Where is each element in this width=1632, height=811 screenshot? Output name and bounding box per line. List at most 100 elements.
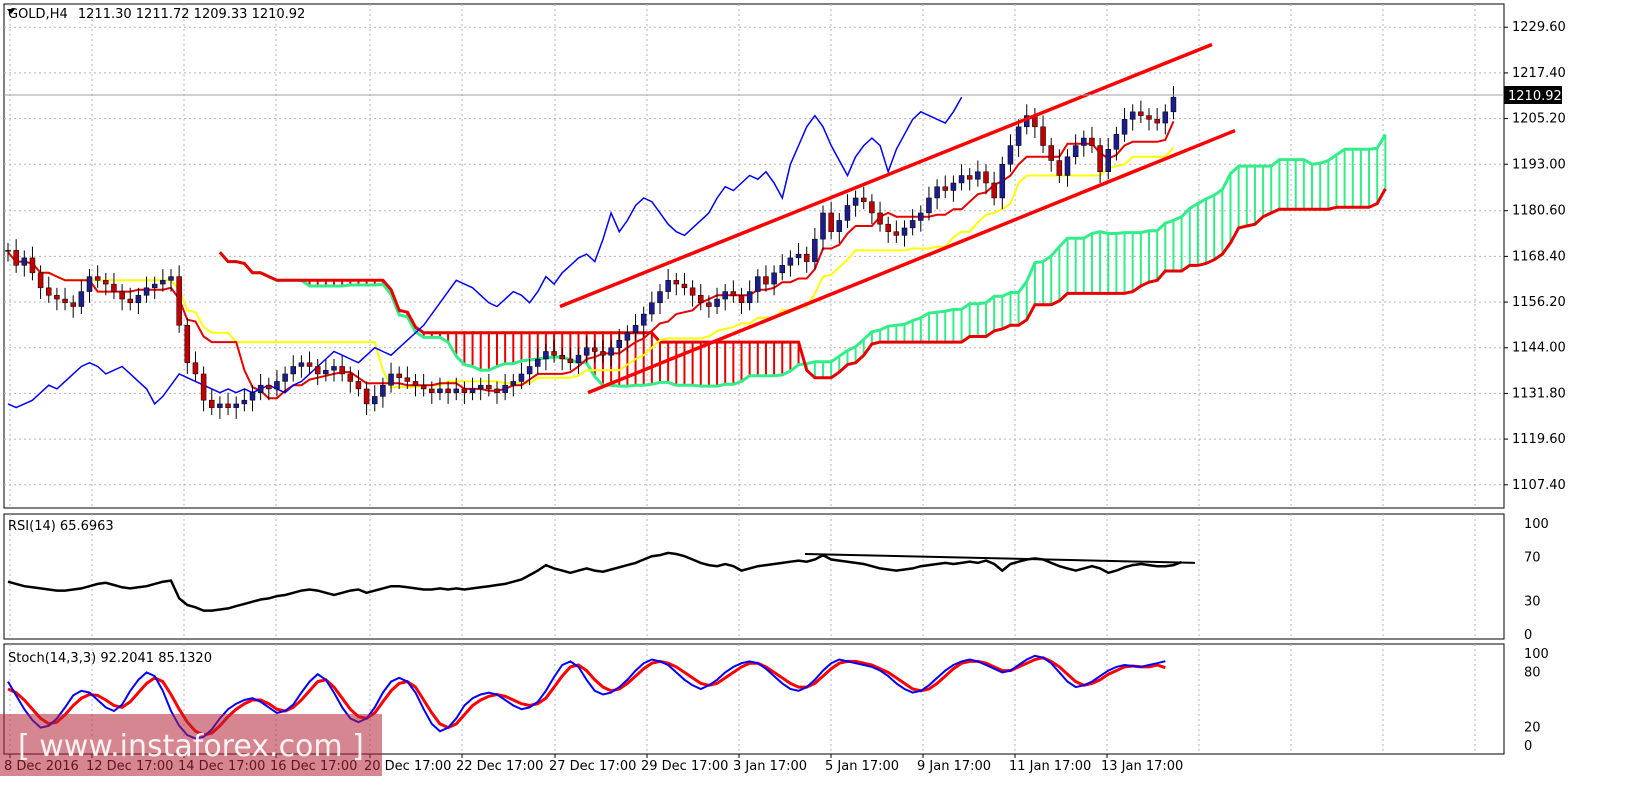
candle-body xyxy=(1162,111,1169,124)
y-tick-label: 1156.20 xyxy=(1512,295,1566,310)
candle-body xyxy=(266,384,272,390)
candle-body xyxy=(143,287,150,296)
rsi-tick-label: 30 xyxy=(1524,595,1541,610)
x-tick-label: 20 Dec 17:00 xyxy=(364,759,451,774)
candle-body xyxy=(486,384,492,390)
candle-body xyxy=(477,384,484,390)
candle-body xyxy=(217,403,223,408)
candle-body xyxy=(681,283,688,289)
candle-body xyxy=(535,358,541,367)
x-tick-label: 13 Jan 17:00 xyxy=(1101,759,1183,774)
channel-upper-line xyxy=(559,42,1213,309)
candle-body xyxy=(78,291,85,307)
candle-body xyxy=(1089,137,1095,146)
candle-body xyxy=(200,373,207,401)
y-axis-labels: 1229.60 1217.40 1205.20 1193.00 1180.60 1168.… xyxy=(1504,20,1566,754)
stoch-tick-label: 0 xyxy=(1524,739,1532,754)
candle-body xyxy=(111,283,117,292)
candle-body xyxy=(812,238,818,262)
candle-body xyxy=(461,388,468,393)
candle-body xyxy=(559,354,565,360)
channel-lines xyxy=(559,42,1236,395)
rsi-panel xyxy=(3,513,1505,640)
y-tick-label: 1107.40 xyxy=(1512,478,1566,493)
y-tick-label: 1144.00 xyxy=(1512,341,1566,356)
candle-body xyxy=(950,182,957,191)
candle-body xyxy=(1146,115,1152,120)
candle-body xyxy=(29,257,36,274)
candle-body xyxy=(331,366,337,371)
candle-body xyxy=(795,253,802,259)
candle-body xyxy=(103,280,109,285)
candle-body xyxy=(706,302,712,307)
chikou-span xyxy=(7,96,963,409)
candle-body xyxy=(1081,137,1087,146)
y-tick-label: 1229.60 xyxy=(1512,20,1566,35)
candle-body xyxy=(722,291,728,300)
candle-body xyxy=(991,182,997,199)
candle-body xyxy=(771,272,777,285)
x-tick-label: 11 Jan 17:00 xyxy=(1009,759,1091,774)
candle-body xyxy=(453,388,459,393)
stoch-title: Stoch(14,3,3) 92.2041 85.1320 xyxy=(8,651,212,666)
candle-body xyxy=(893,231,900,236)
candle-body xyxy=(934,186,940,199)
current-price-tag xyxy=(1504,86,1562,104)
candle-body xyxy=(649,302,655,315)
y-tick-label: 1205.20 xyxy=(1512,112,1566,127)
candle-body xyxy=(526,366,533,375)
candle-body xyxy=(1040,126,1046,146)
candle-body xyxy=(746,291,753,304)
candle-body xyxy=(877,212,883,225)
candle-body xyxy=(958,175,965,184)
candle-body xyxy=(600,351,606,356)
candle-body xyxy=(909,220,916,229)
x-tick-label: 22 Dec 17:00 xyxy=(456,759,543,774)
candle-body xyxy=(852,197,859,206)
rsi-tick-label: 100 xyxy=(1524,517,1549,532)
rsi-trendline xyxy=(804,552,1196,564)
y-tick-label: 1180.60 xyxy=(1512,204,1566,219)
x-tick-label: 27 Dec 17:00 xyxy=(549,759,636,774)
candle-body xyxy=(363,388,370,405)
candle-body xyxy=(233,403,239,408)
stoch-tick-label: 100 xyxy=(1524,647,1549,662)
candle-body xyxy=(787,257,794,266)
candle-body xyxy=(1138,111,1144,116)
candle-body xyxy=(380,384,386,397)
candle-body xyxy=(1105,149,1111,173)
candle-body xyxy=(1072,145,1079,158)
candle-body xyxy=(323,369,329,375)
candle-body xyxy=(176,276,182,326)
candle-body xyxy=(1056,160,1063,176)
watermark-text: [ www.instaforex.com ] xyxy=(18,729,364,764)
rsi-line xyxy=(7,551,1183,612)
candle-body xyxy=(396,373,402,378)
stoch-tick-label: 80 xyxy=(1524,665,1541,680)
collapse-triangle-icon[interactable] xyxy=(7,9,15,14)
y-tick-label: 1193.00 xyxy=(1512,157,1566,172)
candle-body xyxy=(70,302,76,307)
tenkan-sen xyxy=(7,120,1175,400)
candle-body xyxy=(21,257,28,266)
candle-body xyxy=(698,295,704,304)
candle-body xyxy=(779,265,785,274)
candle-body xyxy=(730,291,737,296)
candle-body xyxy=(763,276,769,285)
candle-body xyxy=(119,291,125,300)
candle-body xyxy=(168,276,174,281)
candle-body xyxy=(160,280,166,285)
candle-body xyxy=(54,295,60,300)
candle-body xyxy=(412,381,419,386)
candle-body xyxy=(306,362,313,367)
candle-body xyxy=(420,384,427,390)
candle-body xyxy=(885,223,891,232)
candle-body xyxy=(347,373,354,382)
candle-body xyxy=(13,250,19,266)
candle-body xyxy=(665,280,671,292)
rsi-title: RSI(14) 65.6963 xyxy=(8,519,114,534)
x-tick-label: 29 Dec 17:00 xyxy=(641,759,728,774)
candle-body xyxy=(575,354,582,363)
candle-body xyxy=(5,250,11,252)
